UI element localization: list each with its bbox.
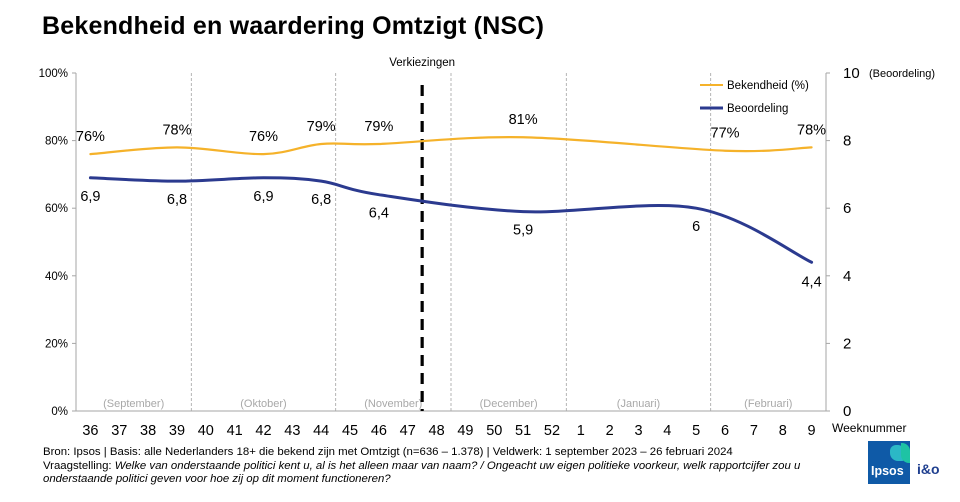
x-tick-label: 51 (515, 423, 531, 439)
y-right-axis-title: (Beoordeling) (869, 68, 935, 80)
x-tick-label: 7 (750, 423, 758, 439)
election-label: Verkiezingen (389, 57, 455, 69)
y-right-tick-label: 6 (843, 200, 851, 217)
chart-title: Bekendheid en waardering Omtzigt (NSC) (42, 12, 545, 40)
x-tick-label: 1 (577, 423, 585, 439)
y-right-tick-label: 4 (843, 268, 851, 285)
data-label: 77% (711, 126, 740, 142)
x-tick-label: 44 (313, 423, 329, 439)
ipsos-logo: Ipsos (868, 441, 910, 484)
x-tick-label: 9 (808, 423, 816, 439)
question-note: Vraagstelling: Welke van onderstaande po… (43, 460, 863, 487)
y-left-tick-label: 40% (45, 271, 68, 283)
x-tick-label: 6 (721, 423, 729, 439)
data-label: 4,4 (801, 274, 821, 290)
data-label: 81% (509, 112, 538, 128)
y-right-tick-label: 8 (843, 133, 851, 150)
data-label: 6,4 (369, 206, 389, 222)
y-right-tick-label: 10 (843, 65, 860, 82)
x-tick-label: 48 (429, 423, 445, 439)
gridlines (190, 73, 712, 411)
data-label: 79% (307, 119, 336, 135)
x-tick-label: 4 (663, 423, 671, 439)
x-tick-label: 8 (779, 423, 787, 439)
legend-label: Bekendheid (%) (727, 80, 809, 92)
legend-label: Beoordeling (727, 103, 788, 115)
x-tick-label: 5 (692, 423, 700, 439)
ipsos-logo-text: Ipsos (871, 464, 904, 478)
month-label: (Oktober) (240, 398, 286, 410)
x-tick-label: 45 (342, 423, 358, 439)
data-label: 6 (692, 219, 700, 235)
data-label: 6,8 (167, 192, 187, 208)
x-tick-label: 52 (544, 423, 560, 439)
x-tick-label: 37 (111, 423, 127, 439)
x-tick-label: 41 (227, 423, 243, 439)
month-label: (Januari) (617, 398, 660, 410)
y-left-tick-label: 20% (45, 338, 68, 350)
io-logo: i&o (917, 461, 940, 477)
x-tick-label: 43 (284, 423, 300, 439)
month-labels: (September) (Oktober) (November) (December)… (103, 398, 792, 410)
month-label: (November) (364, 398, 422, 410)
y-left-tick-label: 60% (45, 203, 68, 215)
x-tick-label: 50 (486, 423, 502, 439)
y-right-tick-label: 0 (843, 403, 851, 420)
data-label: 6,8 (311, 192, 331, 208)
x-axis-title: Weeknummer (832, 421, 906, 435)
chart-footer: Bron: Ipsos | Basis: alle Nederlanders 1… (43, 446, 863, 487)
data-label: 5,9 (513, 223, 533, 239)
x-tick-label: 36 (82, 423, 98, 439)
data-label: 6,9 (253, 189, 273, 205)
y-right-tick-label: 2 (843, 335, 851, 352)
data-label: 78% (162, 122, 191, 138)
x-tick-label: 46 (371, 423, 387, 439)
source-note: Bron: Ipsos | Basis: alle Nederlanders 1… (43, 446, 733, 458)
month-label: (December) (480, 398, 538, 410)
data-label: 76% (249, 129, 278, 145)
x-tick-label: 49 (457, 423, 473, 439)
x-tick-label: 40 (198, 423, 214, 439)
month-label: (September) (103, 398, 164, 410)
x-tick-label: 42 (255, 423, 271, 439)
series-lines (88, 135, 814, 264)
question-text: Welke van onderstaande politici kent u, … (43, 459, 801, 486)
x-tick-label: 47 (400, 423, 416, 439)
x-tick-label: 38 (140, 423, 156, 439)
x-tick-label: 39 (169, 423, 185, 439)
x-tick-label: 2 (606, 423, 614, 439)
election-marker: Verkiezingen (389, 57, 455, 411)
data-label: 79% (364, 119, 393, 135)
y-left-tick-label: 80% (45, 136, 68, 148)
data-labels: 76% 78% 76% 79% 79% 81% 77% 78% 6,9 6,8 6,9 6,8 6,4 5… (76, 112, 826, 290)
y-left-tick-label: 100% (39, 68, 68, 80)
y-left-tick-label: 0% (51, 406, 68, 418)
data-label: 6,9 (80, 189, 100, 205)
data-label: 78% (797, 122, 826, 138)
question-prefix: Vraagstelling: (43, 459, 112, 472)
legend: Bekendheid (%) Beoordeling (700, 80, 809, 115)
month-label: (Februari) (744, 398, 792, 410)
x-tick-label: 3 (634, 423, 642, 439)
data-label: 76% (76, 129, 105, 145)
